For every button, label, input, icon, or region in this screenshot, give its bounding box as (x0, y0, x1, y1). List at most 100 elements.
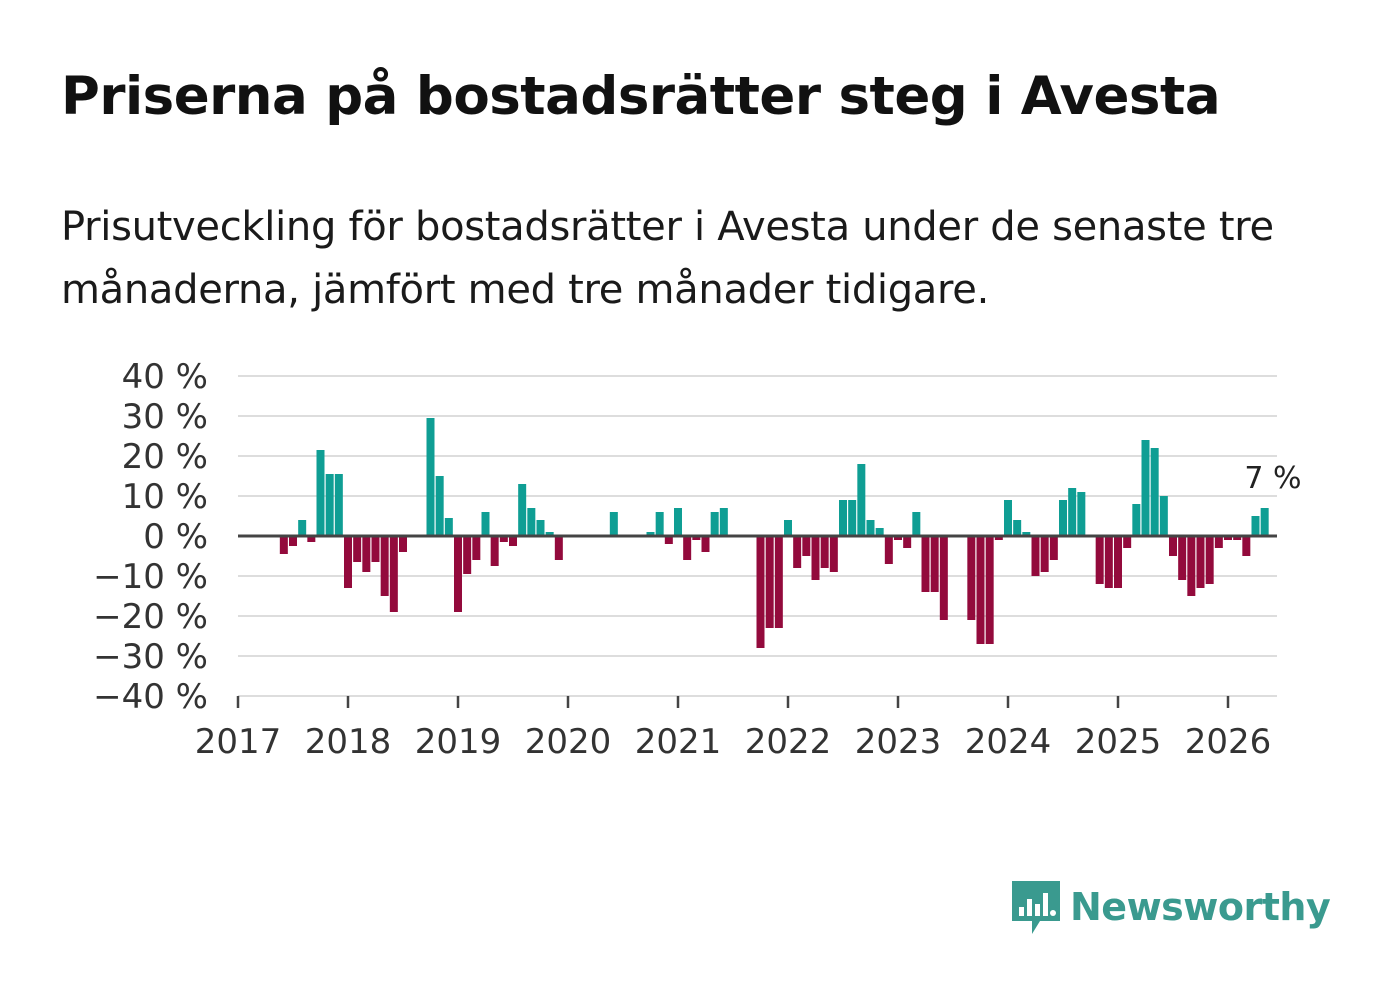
bar (765, 536, 774, 628)
bar (994, 536, 1003, 540)
bar (866, 520, 875, 536)
y-tick-label: 40 % (122, 357, 208, 397)
bar (820, 536, 829, 568)
bar (472, 536, 481, 560)
bar (976, 536, 985, 644)
bar (1004, 500, 1012, 536)
x-tick-label: 2020 (525, 722, 612, 762)
bar (527, 508, 536, 536)
y-tick-label: −40 % (93, 677, 208, 717)
bar (1224, 536, 1232, 540)
bar (353, 536, 362, 562)
bar (426, 418, 435, 536)
x-tick-label: 2019 (415, 722, 502, 762)
x-tick-label: 2023 (855, 722, 942, 762)
y-tick-label: 30 % (122, 397, 208, 437)
bar (683, 536, 692, 560)
newsworthy-brand: Newsworthy (1010, 877, 1331, 937)
bar (1159, 496, 1168, 536)
bar (1095, 536, 1104, 584)
x-tick-label: 2022 (745, 722, 832, 762)
bar (298, 520, 307, 536)
bar (1242, 536, 1251, 556)
bar (1077, 492, 1086, 536)
bar (371, 536, 380, 562)
bar (499, 536, 508, 542)
bar (1123, 536, 1132, 548)
x-tick-label: 2021 (635, 722, 722, 762)
bar (784, 520, 792, 536)
bar (1233, 536, 1242, 540)
bar (481, 512, 490, 536)
y-tick-label: 10 % (122, 477, 208, 517)
bar (710, 512, 719, 536)
bar (1031, 536, 1040, 576)
y-tick-label: −20 % (93, 597, 208, 637)
bar (1150, 448, 1159, 536)
bar (1196, 536, 1205, 588)
bar (756, 536, 765, 648)
bar (664, 536, 673, 544)
bar (802, 536, 811, 556)
bar (1013, 520, 1022, 536)
bar (884, 536, 893, 564)
bar (289, 536, 297, 546)
bar (1251, 516, 1260, 536)
bar (839, 500, 847, 536)
bar (930, 536, 939, 592)
axes (236, 534, 1277, 708)
bar (674, 508, 682, 536)
bar (1022, 532, 1031, 536)
chart-title: Priserna på bostadsrätter steg i Avesta (61, 66, 1221, 127)
bar (1169, 536, 1177, 556)
bar (692, 536, 701, 540)
bar (701, 536, 710, 552)
bar (912, 512, 921, 536)
bar (609, 512, 618, 536)
bar (811, 536, 820, 580)
x-tick-label: 2025 (1075, 722, 1162, 762)
bar (985, 536, 994, 644)
bar (279, 536, 288, 554)
bar-chart: 40 %30 %20 %10 %0 %−10 %−20 %−30 %−40 % 2… (93, 357, 1301, 762)
bar (518, 484, 527, 536)
bar (1104, 536, 1113, 588)
bar (921, 536, 930, 592)
bar (399, 536, 407, 552)
bar (307, 536, 316, 542)
bar (1187, 536, 1196, 596)
bar (793, 536, 802, 568)
y-tick-label: 20 % (122, 437, 208, 477)
bar (554, 536, 563, 560)
bar (334, 474, 343, 536)
bar (316, 450, 325, 536)
bar (454, 536, 462, 612)
bar (646, 532, 655, 536)
bar (1178, 536, 1187, 580)
x-tick-label: 2024 (965, 722, 1052, 762)
bar (463, 536, 472, 574)
bar (325, 474, 334, 536)
bar (1068, 488, 1077, 536)
bar (362, 536, 371, 572)
bar (1114, 536, 1122, 588)
bar (939, 536, 948, 620)
x-tick-label: 2017 (195, 722, 282, 762)
y-tick-label: 0 % (143, 517, 208, 557)
bar (1214, 536, 1223, 548)
bar (1059, 500, 1067, 536)
bar (490, 536, 499, 566)
bar (875, 528, 884, 536)
bar (894, 536, 902, 540)
brand-name: Newsworthy (1070, 885, 1331, 929)
bar (903, 536, 912, 548)
chart-subtitle: Prisutveckling för bostadsrätter i Avest… (61, 204, 1274, 313)
x-tick-label: 2026 (1185, 722, 1272, 762)
bar (774, 536, 783, 628)
x-tick-label: 2018 (305, 722, 392, 762)
value-annotation: 7 % (1244, 461, 1301, 496)
bar (719, 508, 728, 536)
bar (967, 536, 976, 620)
bar (857, 464, 866, 536)
bar (829, 536, 838, 572)
